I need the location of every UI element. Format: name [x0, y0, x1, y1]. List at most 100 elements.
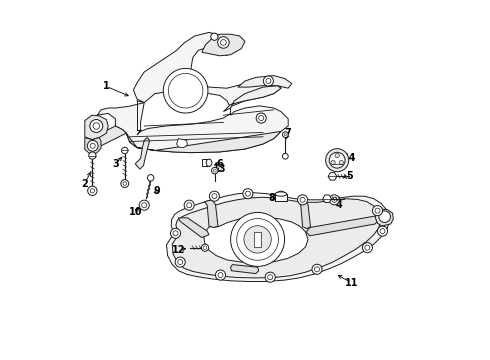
Text: 2: 2	[81, 179, 88, 189]
Circle shape	[187, 203, 192, 208]
Circle shape	[282, 153, 288, 159]
Polygon shape	[172, 197, 381, 278]
Circle shape	[259, 116, 264, 121]
Circle shape	[339, 161, 343, 165]
Polygon shape	[223, 86, 281, 112]
Circle shape	[329, 195, 339, 205]
Polygon shape	[328, 173, 337, 180]
Circle shape	[218, 273, 223, 278]
Circle shape	[265, 272, 275, 282]
Circle shape	[178, 260, 183, 265]
Bar	[254, 232, 261, 247]
Circle shape	[90, 143, 95, 148]
Circle shape	[90, 189, 95, 193]
Circle shape	[87, 140, 98, 151]
Circle shape	[139, 200, 149, 210]
Circle shape	[231, 212, 285, 266]
Text: 13: 13	[213, 164, 226, 174]
Circle shape	[212, 194, 217, 199]
Circle shape	[184, 200, 194, 210]
Circle shape	[93, 123, 99, 129]
Polygon shape	[94, 126, 281, 153]
Circle shape	[332, 197, 337, 202]
Circle shape	[243, 189, 253, 199]
Polygon shape	[205, 200, 218, 228]
Circle shape	[276, 191, 286, 201]
Circle shape	[245, 191, 250, 196]
Polygon shape	[167, 193, 390, 282]
Circle shape	[365, 245, 370, 250]
Circle shape	[171, 228, 180, 238]
Circle shape	[379, 211, 391, 222]
Polygon shape	[135, 138, 149, 169]
Text: 8: 8	[269, 193, 275, 203]
Circle shape	[218, 37, 229, 48]
Circle shape	[315, 267, 319, 272]
Text: 7: 7	[285, 128, 292, 138]
Circle shape	[278, 194, 284, 199]
Circle shape	[256, 113, 266, 123]
Circle shape	[169, 73, 203, 108]
Circle shape	[335, 153, 339, 158]
Circle shape	[266, 78, 271, 84]
Circle shape	[375, 208, 380, 213]
Text: 5: 5	[346, 171, 353, 181]
Circle shape	[329, 152, 345, 168]
Circle shape	[213, 169, 216, 172]
Circle shape	[300, 197, 305, 202]
Circle shape	[380, 229, 385, 234]
Polygon shape	[202, 34, 245, 56]
Text: 3: 3	[112, 159, 119, 169]
Text: 12: 12	[172, 245, 185, 255]
Circle shape	[297, 195, 308, 205]
Ellipse shape	[275, 192, 287, 196]
Polygon shape	[231, 265, 259, 274]
Polygon shape	[323, 195, 331, 202]
Polygon shape	[298, 200, 311, 229]
Text: 6: 6	[217, 159, 223, 169]
Polygon shape	[85, 115, 108, 140]
Circle shape	[211, 33, 218, 40]
Circle shape	[372, 206, 383, 216]
Circle shape	[209, 191, 220, 201]
Circle shape	[123, 182, 126, 185]
Circle shape	[282, 132, 288, 138]
Text: 4: 4	[335, 200, 342, 210]
Text: 9: 9	[153, 186, 160, 196]
Circle shape	[203, 246, 207, 249]
Circle shape	[331, 160, 335, 165]
Circle shape	[142, 203, 147, 208]
Circle shape	[220, 40, 226, 45]
Ellipse shape	[206, 159, 212, 166]
Bar	[275, 194, 287, 201]
Polygon shape	[204, 217, 308, 263]
Circle shape	[122, 147, 128, 154]
Circle shape	[237, 219, 278, 260]
Text: 11: 11	[344, 278, 358, 288]
Polygon shape	[306, 216, 378, 236]
Circle shape	[147, 175, 154, 181]
Bar	[202, 159, 209, 166]
Circle shape	[163, 68, 208, 113]
Circle shape	[173, 231, 178, 236]
Circle shape	[263, 76, 273, 86]
Polygon shape	[238, 76, 292, 88]
Text: 10: 10	[128, 207, 142, 217]
Circle shape	[121, 180, 129, 188]
Circle shape	[216, 270, 225, 280]
Circle shape	[90, 120, 103, 132]
Polygon shape	[137, 91, 231, 135]
Circle shape	[201, 244, 209, 251]
Circle shape	[89, 152, 96, 159]
Polygon shape	[178, 218, 209, 238]
Circle shape	[268, 275, 273, 280]
Polygon shape	[85, 138, 101, 154]
Circle shape	[284, 134, 286, 136]
Polygon shape	[176, 139, 187, 148]
Circle shape	[326, 149, 349, 172]
Circle shape	[175, 257, 185, 267]
Circle shape	[363, 243, 372, 253]
Circle shape	[244, 226, 271, 253]
Circle shape	[88, 186, 97, 195]
Polygon shape	[375, 209, 393, 226]
